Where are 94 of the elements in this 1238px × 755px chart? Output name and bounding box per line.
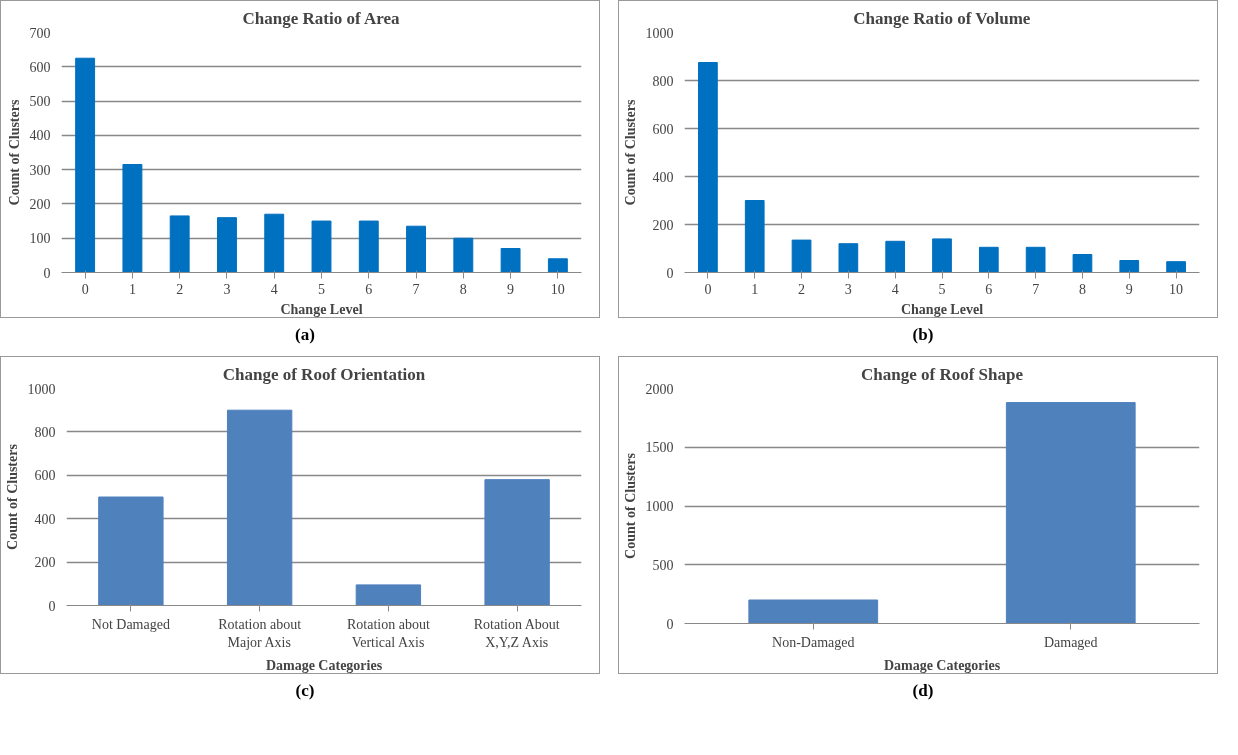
y-tick-label: 1000 bbox=[27, 381, 56, 397]
y-tick-label: 200 bbox=[29, 196, 51, 212]
x-tick-label: 8 bbox=[459, 281, 467, 297]
bar bbox=[453, 237, 474, 273]
x-tick-label: 7 bbox=[412, 281, 420, 297]
bar bbox=[744, 200, 765, 273]
x-tick-label: 3 bbox=[223, 281, 231, 297]
x-tick-label: 10 bbox=[550, 281, 565, 297]
y-axis-title: Count of Clusters bbox=[622, 452, 638, 560]
y-axis-title: Count of Clusters bbox=[4, 443, 20, 551]
x-tick-label: Damaged bbox=[1043, 634, 1098, 650]
y-tick-label: 1000 bbox=[645, 499, 674, 515]
x-tick-label: 2 bbox=[176, 281, 184, 297]
y-tick-label: 100 bbox=[29, 231, 51, 247]
bar bbox=[791, 239, 812, 273]
y-tick-label: 400 bbox=[34, 511, 56, 527]
y-tick-label: 0 bbox=[666, 265, 674, 281]
x-axis-title: Change Level bbox=[900, 301, 984, 317]
text: (c) bbox=[295, 681, 315, 701]
bar bbox=[264, 213, 285, 273]
bar bbox=[358, 220, 379, 273]
y-tick-label: 500 bbox=[652, 558, 674, 574]
bar bbox=[484, 479, 550, 606]
bar bbox=[547, 258, 568, 273]
y-tick-label: 500 bbox=[29, 94, 51, 110]
x-tick-label: 9 bbox=[1125, 281, 1133, 297]
bar bbox=[698, 62, 718, 273]
x-tick-label: 7 bbox=[1032, 281, 1040, 297]
x-tick-label: Not Damaged bbox=[91, 616, 170, 632]
y-tick-label: 800 bbox=[34, 425, 56, 441]
bar bbox=[1166, 261, 1186, 273]
bar bbox=[838, 243, 859, 273]
y-tick-label: 600 bbox=[652, 121, 674, 137]
bar bbox=[169, 215, 190, 273]
x-tick-label: 1 bbox=[128, 281, 136, 297]
y-axis-title: Count of Clusters bbox=[622, 99, 638, 206]
x-tick-label: 4 bbox=[891, 281, 899, 297]
y-tick-label: 700 bbox=[29, 25, 51, 41]
bar bbox=[1072, 254, 1093, 273]
y-tick-label: 400 bbox=[29, 128, 51, 144]
bar bbox=[1025, 246, 1046, 273]
text: (a) bbox=[295, 325, 315, 344]
bar bbox=[355, 584, 422, 606]
y-axis-title: Count of Clusters bbox=[6, 99, 22, 206]
x-tick-label: 0 bbox=[704, 281, 712, 297]
y-tick-label: 300 bbox=[29, 162, 51, 178]
text: (d) bbox=[912, 681, 934, 701]
y-tick-label: 1000 bbox=[645, 25, 674, 41]
x-tick-label: 5 bbox=[318, 281, 325, 297]
y-tick-label: 0 bbox=[48, 598, 56, 614]
x-axis-title: Damage Categories bbox=[883, 657, 1001, 673]
chart-title: Change of Roof Shape bbox=[861, 364, 1024, 384]
chart-title: Change Ratio of Volume bbox=[853, 8, 1031, 28]
x-tick-label: 8 bbox=[1078, 281, 1086, 297]
x-tick-label: 10 bbox=[1169, 281, 1184, 297]
bar bbox=[500, 248, 521, 273]
text: (b) bbox=[912, 325, 934, 344]
chart-title: Change Ratio of Area bbox=[242, 8, 400, 28]
x-tick-label: 1 bbox=[751, 281, 759, 297]
x-tick-label: 9 bbox=[507, 281, 515, 297]
chart-title: Change of Roof Orientation bbox=[222, 364, 426, 384]
x-tick-label: Non-Damaged bbox=[772, 634, 855, 650]
x-tick-label: 3 bbox=[844, 281, 852, 297]
y-tick-label: 200 bbox=[652, 217, 674, 233]
bar bbox=[122, 164, 143, 273]
y-tick-label: 0 bbox=[43, 265, 51, 281]
bar bbox=[75, 57, 96, 273]
y-tick-label: 2000 bbox=[645, 381, 674, 397]
bar bbox=[885, 240, 906, 273]
y-tick-label: 600 bbox=[29, 59, 51, 75]
bar bbox=[217, 217, 237, 273]
x-tick-label: 4 bbox=[270, 281, 278, 297]
y-tick-label: 400 bbox=[652, 169, 674, 185]
x-tick-label: 5 bbox=[938, 281, 946, 297]
bar bbox=[1119, 260, 1140, 273]
bar bbox=[932, 238, 952, 273]
x-tick-label: 6 bbox=[985, 281, 993, 297]
y-tick-label: 1500 bbox=[645, 440, 674, 456]
y-tick-label: 600 bbox=[34, 468, 56, 484]
bar bbox=[98, 496, 164, 606]
x-tick-label: 2 bbox=[798, 281, 806, 297]
bar bbox=[406, 225, 426, 273]
x-tick-label: Rotation about Vertical Axis bbox=[346, 616, 430, 650]
x-axis-title: Damage Categories bbox=[265, 657, 383, 673]
x-tick-label: 6 bbox=[365, 281, 373, 297]
bar bbox=[311, 220, 332, 273]
x-axis-title: Change Level bbox=[280, 301, 363, 317]
bar bbox=[226, 409, 293, 606]
y-tick-label: 200 bbox=[34, 555, 56, 571]
x-tick-label: 0 bbox=[81, 281, 89, 297]
bar bbox=[978, 246, 999, 273]
x-tick-label: Rotation about Major Axis bbox=[218, 616, 302, 650]
y-tick-label: 800 bbox=[652, 73, 674, 89]
x-tick-label: Rotation About X,Y,Z Axis bbox=[473, 616, 560, 650]
